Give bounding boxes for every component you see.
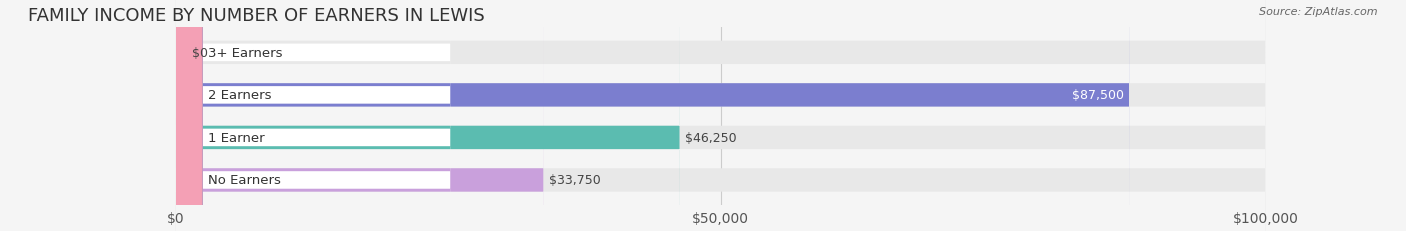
Text: $0: $0 [193,47,208,60]
FancyBboxPatch shape [176,0,1265,231]
Text: $33,750: $33,750 [548,174,600,187]
Text: 2 Earners: 2 Earners [208,89,271,102]
Circle shape [176,0,202,231]
FancyBboxPatch shape [176,0,1265,231]
Circle shape [176,0,202,231]
FancyBboxPatch shape [179,0,450,231]
FancyBboxPatch shape [179,0,450,231]
FancyBboxPatch shape [176,0,1129,231]
FancyBboxPatch shape [179,0,450,231]
Text: Source: ZipAtlas.com: Source: ZipAtlas.com [1260,7,1378,17]
Text: No Earners: No Earners [208,174,281,187]
Text: FAMILY INCOME BY NUMBER OF EARNERS IN LEWIS: FAMILY INCOME BY NUMBER OF EARNERS IN LE… [28,7,485,25]
Text: 1 Earner: 1 Earner [208,131,266,144]
Text: 3+ Earners: 3+ Earners [208,47,283,60]
Circle shape [176,0,202,231]
FancyBboxPatch shape [176,0,1265,231]
Circle shape [176,0,202,231]
FancyBboxPatch shape [176,0,679,231]
FancyBboxPatch shape [176,0,544,231]
Text: $87,500: $87,500 [1071,89,1123,102]
FancyBboxPatch shape [179,0,450,231]
FancyBboxPatch shape [176,0,1265,231]
Text: $46,250: $46,250 [685,131,737,144]
